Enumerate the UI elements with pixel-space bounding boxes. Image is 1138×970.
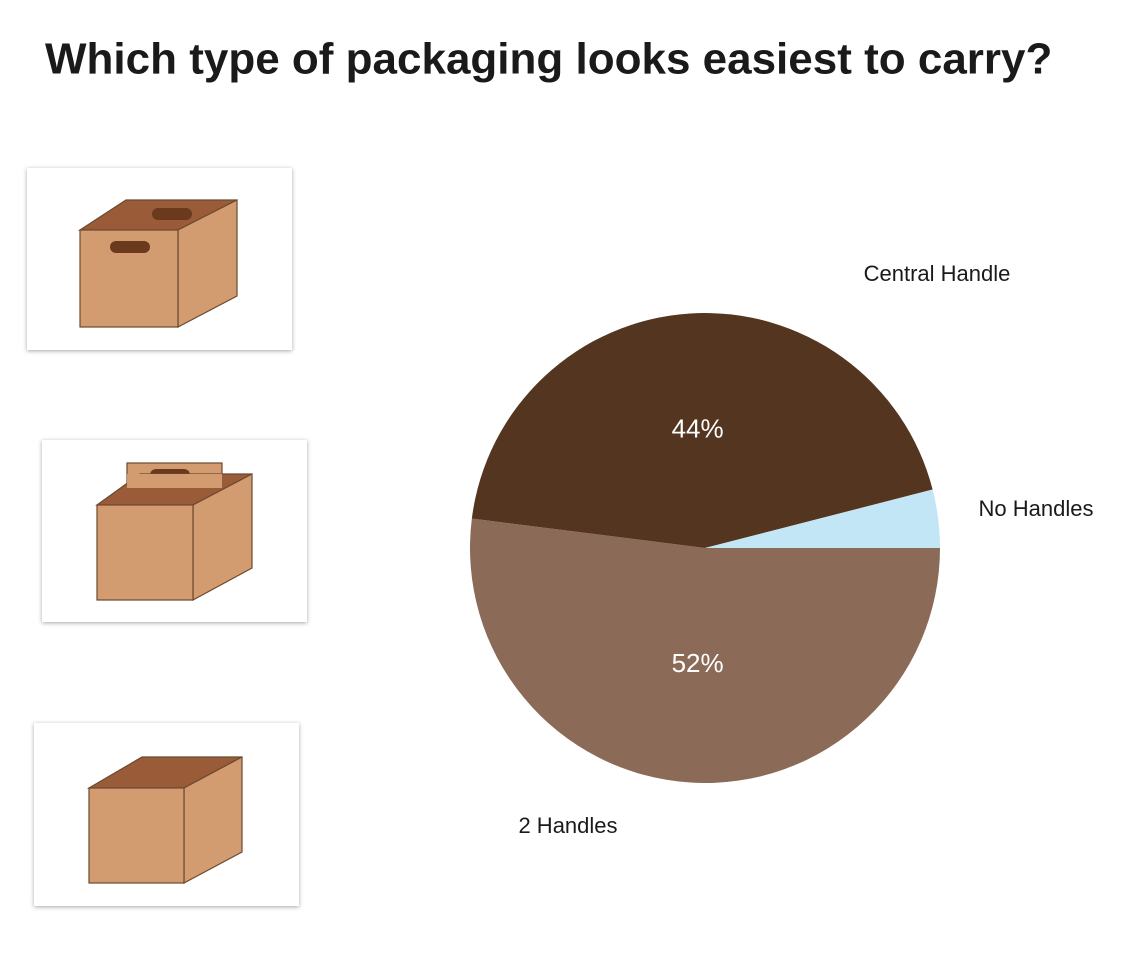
pie-slice [469, 518, 941, 784]
slice-value-label: 44% [672, 414, 724, 444]
pie-chart: 52% 2 Handles 44% Central Handle No Handles [469, 261, 1094, 838]
slice-value-label: 52% [672, 648, 724, 678]
slice-category-label: 2 Handles [518, 813, 617, 838]
pie-slice [471, 313, 933, 548]
box-central-handle-image [42, 440, 307, 622]
chart-title: Which type of packaging looks easiest to… [45, 35, 1052, 84]
box-no-handles-image [34, 723, 299, 906]
box-two-handles-image [27, 168, 292, 350]
slice-category-label: Central Handle [864, 261, 1011, 286]
slice-category-label: No Handles [979, 496, 1094, 521]
pie-slice [705, 489, 940, 548]
